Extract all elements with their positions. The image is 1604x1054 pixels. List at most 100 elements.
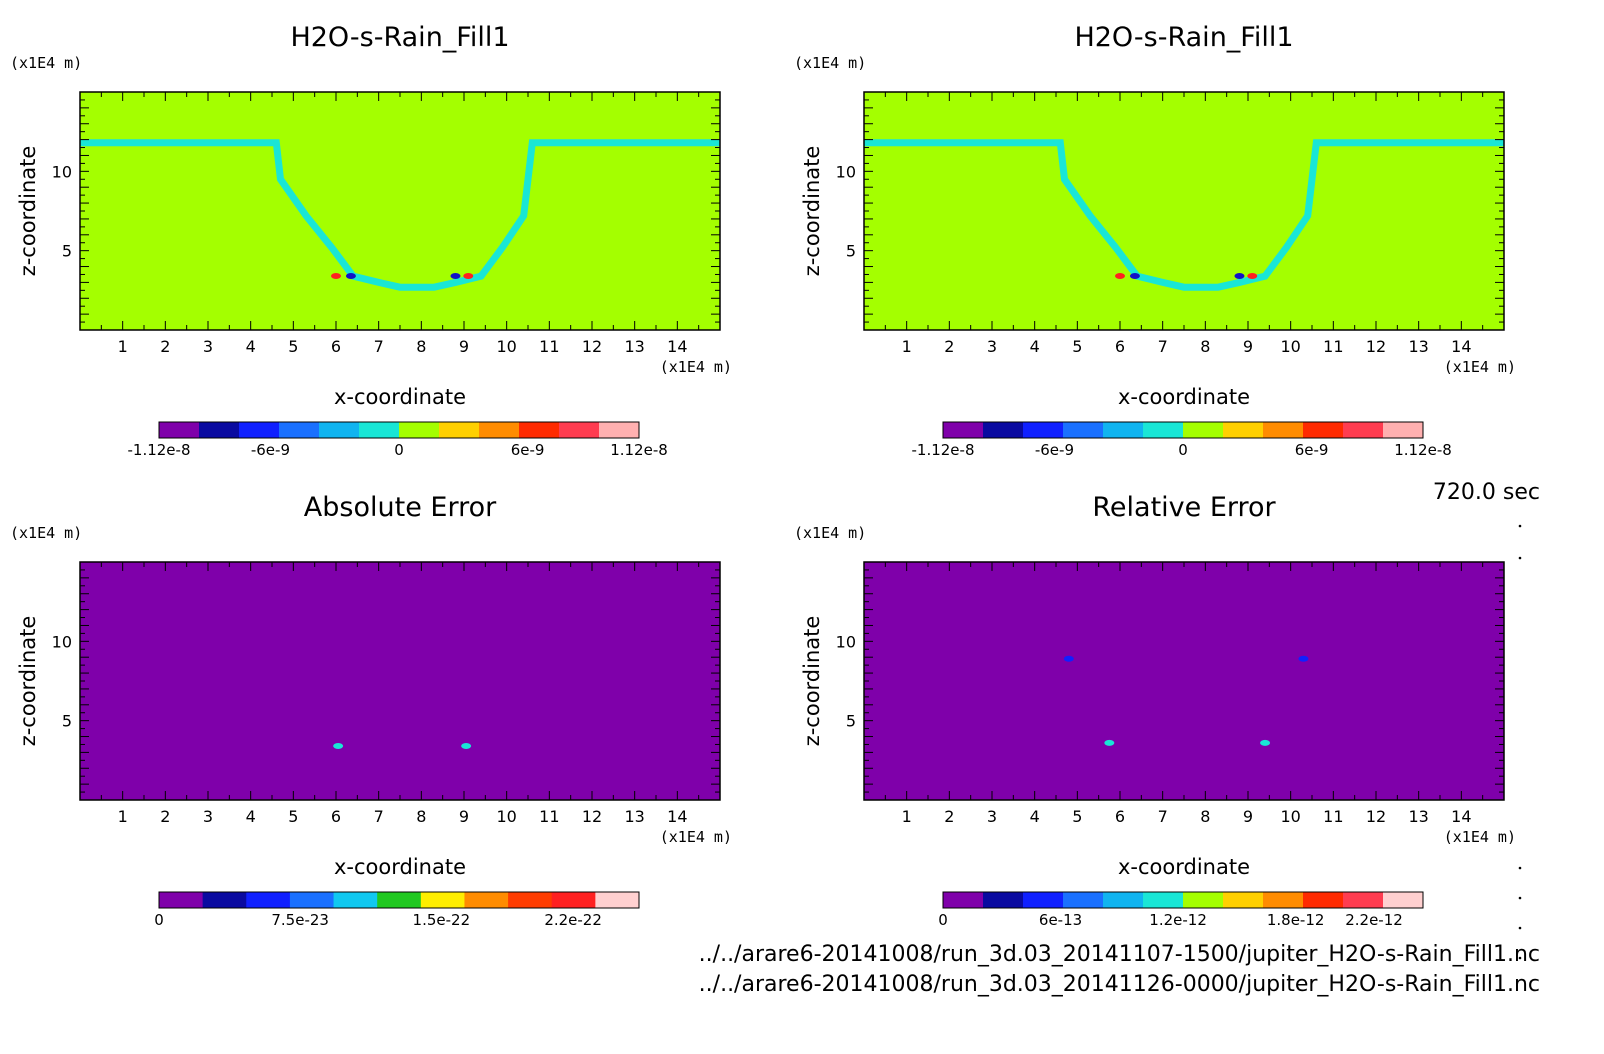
colorbar-tick-label: 1.12e-8 — [1394, 441, 1452, 459]
colorbar-tick-label: 7.5e-23 — [271, 911, 329, 929]
colorbar-tick-label: -6e-9 — [1035, 441, 1074, 459]
x-tick-label: 10 — [1280, 337, 1300, 356]
field-spot-2 — [1260, 739, 1271, 746]
x-tick-label: 4 — [1030, 807, 1040, 826]
colorbar-swatch — [983, 422, 1024, 438]
x-tick-label: 2 — [944, 807, 954, 826]
colorbar-tick-label: -6e-9 — [251, 441, 290, 459]
x-tick-label: 11 — [1323, 337, 1343, 356]
field-spot-4 — [1247, 273, 1258, 280]
plot-background — [864, 92, 1504, 330]
y-tick-label: 5 — [846, 242, 856, 261]
colorbar-swatch — [1183, 422, 1224, 438]
field-spot-3 — [1063, 655, 1074, 662]
x-tick-label: 5 — [288, 807, 298, 826]
colorbar-tick-label: 6e-13 — [1039, 911, 1082, 929]
time-label: 720.0 sec — [1432, 480, 1540, 505]
x-tick-label: 5 — [1072, 337, 1082, 356]
colorbar-swatch — [1103, 422, 1144, 438]
colorbar-swatch — [1343, 892, 1384, 908]
colorbar-swatch — [1263, 892, 1304, 908]
chart-title: Relative Error — [1092, 492, 1276, 523]
plot-background — [80, 92, 720, 330]
x-tick-label: 6 — [1115, 337, 1125, 356]
colorbar-tick-label: 2.2e-12 — [1345, 911, 1403, 929]
x-tick-label: 10 — [496, 807, 516, 826]
colorbar-tick-label: 0 — [1178, 441, 1188, 459]
colorbar-swatch — [319, 422, 360, 438]
colorbar-tick-label: 1.12e-8 — [610, 441, 668, 459]
colorbar-swatch — [420, 892, 465, 908]
colorbar-swatch — [508, 892, 553, 908]
x-unit-label: (x1E4 m) — [660, 358, 732, 376]
field-spot-1 — [331, 273, 341, 280]
x-tick-label: 11 — [1323, 807, 1343, 826]
x-tick-label: 13 — [624, 337, 644, 356]
plot-background — [80, 562, 720, 800]
x-tick-label: 7 — [1158, 337, 1168, 356]
colorbar-tick-label: -1.12e-8 — [912, 441, 975, 459]
colorbar-swatch — [1143, 892, 1184, 908]
colorbar-swatch — [246, 892, 291, 908]
x-tick-label: 8 — [416, 337, 426, 356]
colorbar-swatch — [1343, 422, 1384, 438]
x-tick-label: 13 — [1408, 807, 1428, 826]
colorbar-tick-label: 1.2e-12 — [1149, 911, 1207, 929]
y-axis-label: z-coordinate — [800, 616, 824, 747]
chart-panel-1: H2O-s-Rain_Fill1 (x1E4 m) (x1E4 m) x-coordi… — [10, 22, 732, 459]
colorbar-swatch — [202, 892, 247, 908]
margin-dot — [1518, 926, 1522, 930]
colorbar-tick-label: 0 — [154, 911, 164, 929]
colorbar-tick-label: -1.12e-8 — [128, 441, 191, 459]
field-spot-4 — [463, 273, 474, 280]
x-tick-label: 6 — [1115, 807, 1125, 826]
colorbar-swatch — [1223, 892, 1264, 908]
x-tick-label: 8 — [1200, 807, 1210, 826]
colorbar-swatch — [199, 422, 240, 438]
colorbar-tick-label: 6e-9 — [1295, 441, 1329, 459]
margin-dot — [1518, 956, 1522, 960]
x-tick-label: 11 — [539, 337, 559, 356]
x-unit-label: (x1E4 m) — [1444, 828, 1516, 846]
colorbar-frame — [942, 891, 1424, 909]
y-tick-label: 5 — [62, 242, 72, 261]
x-unit-label: (x1E4 m) — [1444, 358, 1516, 376]
colorbar-frame — [158, 891, 640, 909]
colorbar-swatch — [479, 422, 520, 438]
field-spot-2 — [345, 273, 356, 280]
y-unit-label: (x1E4 m) — [10, 54, 82, 72]
colorbar-swatch — [1063, 892, 1104, 908]
colorbar-swatch — [1023, 422, 1064, 438]
x-tick-label: 12 — [582, 807, 602, 826]
y-axis-label: z-coordinate — [800, 146, 824, 277]
x-tick-label: 14 — [667, 807, 687, 826]
colorbar-swatch — [159, 892, 204, 908]
x-tick-label: 1 — [118, 807, 128, 826]
colorbar-swatch — [519, 422, 560, 438]
margin-dot — [1518, 556, 1522, 560]
field-spot-1 — [1104, 739, 1115, 746]
x-tick-label: 5 — [288, 337, 298, 356]
chart-panel-2: H2O-s-Rain_Fill1 (x1E4 m) (x1E4 m) x-coordi… — [794, 22, 1516, 459]
colorbar-swatch — [595, 892, 640, 908]
file-path-2: ../../arare6-20141008/run_3d.03_20141126… — [698, 972, 1540, 997]
y-tick-label: 10 — [836, 632, 856, 651]
colorbar-swatch — [943, 422, 984, 438]
field-spot-3 — [1234, 273, 1245, 280]
colorbar-swatch — [399, 422, 440, 438]
field-spot-2 — [1129, 273, 1140, 280]
x-tick-label: 6 — [331, 807, 341, 826]
field-band — [864, 139, 1504, 291]
colorbar-swatch — [551, 892, 596, 908]
chart-title: H2O-s-Rain_Fill1 — [290, 22, 509, 53]
colorbar-tick-label: 1.8e-12 — [1267, 911, 1325, 929]
x-tick-label: 11 — [539, 807, 559, 826]
colorbar-swatch — [464, 892, 509, 908]
x-tick-label: 9 — [1243, 337, 1253, 356]
x-axis-label: x-coordinate — [1118, 385, 1250, 409]
x-tick-label: 3 — [203, 337, 213, 356]
x-tick-label: 12 — [582, 337, 602, 356]
colorbar-swatch — [159, 422, 200, 438]
x-tick-label: 7 — [1158, 807, 1168, 826]
plot-background — [864, 562, 1504, 800]
